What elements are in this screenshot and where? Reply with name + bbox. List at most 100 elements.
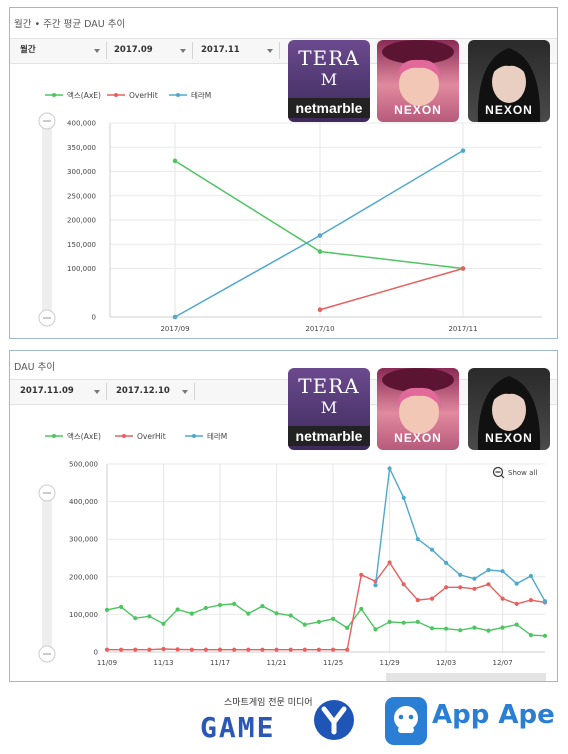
y-glyph [321, 706, 347, 735]
series-line [107, 561, 546, 651]
data-point [147, 647, 152, 652]
data-point [217, 647, 223, 652]
panel-title: 월간 • 주간 평균 DAU 추이 [14, 19, 126, 30]
media-caption: 스마트게임 전문 미디어 [224, 698, 313, 708]
filter-toolbar: 2017.11.09 2017.12.10 [10, 379, 557, 405]
end-date-dropdown[interactable]: 2017.11 [196, 42, 280, 59]
data-point [133, 616, 138, 621]
start-date-dropdown[interactable]: 2017.11.09 [15, 383, 107, 400]
data-point [359, 572, 364, 577]
series-line [319, 267, 464, 311]
data-point [217, 602, 223, 608]
data-point [387, 560, 392, 565]
ape-face-glyph [394, 706, 418, 733]
legend-label: 테라M [191, 91, 211, 100]
data-point [472, 576, 477, 581]
x-tick-label: 2017/11 [448, 325, 477, 333]
legend-marker [52, 434, 56, 438]
x-tick-label: 11/09 [97, 659, 117, 667]
axe-app-icon: NEXON [468, 40, 550, 122]
data-point [317, 233, 323, 238]
overhit-app-icon: NEXON [377, 40, 459, 122]
data-point [203, 605, 208, 611]
start-date-dropdown[interactable]: 2017.09 [109, 42, 193, 59]
character-art [477, 48, 541, 122]
character-art [477, 376, 541, 450]
chevron-down-icon [267, 49, 273, 53]
data-point [500, 596, 505, 601]
end-date-value: 2017.12.10 [116, 386, 170, 396]
data-point [147, 614, 152, 619]
netmarble-label: netmarble [288, 426, 370, 446]
start-date-value: 2017.09 [114, 45, 153, 55]
data-point [316, 647, 321, 652]
data-point [274, 647, 279, 652]
data-point [387, 619, 392, 624]
end-date-value: 2017.11 [201, 45, 240, 55]
panel-title: DAU 추이 [14, 362, 56, 373]
data-point [232, 601, 237, 606]
chevron-down-icon [94, 390, 100, 394]
netmarble-label: netmarble [288, 98, 370, 118]
data-point [161, 621, 166, 626]
data-point [359, 606, 364, 611]
legend-label: OverHit [129, 91, 158, 100]
data-point [133, 647, 138, 652]
show-all-button[interactable]: Show all [492, 466, 538, 479]
x-tick-label: 11/21 [266, 659, 286, 667]
legend-marker [52, 93, 56, 97]
end-date-dropdown[interactable]: 2017.12.10 [111, 383, 195, 400]
period-dropdown[interactable]: 월간 [15, 42, 107, 59]
legend-label: 액스(AxE) [67, 90, 101, 100]
data-point [119, 604, 124, 609]
data-point [373, 583, 378, 588]
data-point [246, 611, 251, 616]
data-point [486, 628, 491, 633]
period-value: 월간 [20, 45, 36, 55]
y-tick-label: 250,000 [67, 192, 96, 200]
data-point [458, 585, 463, 590]
data-point [317, 249, 323, 254]
data-point [203, 647, 208, 652]
data-point [458, 572, 463, 577]
zoom-out-icon [492, 466, 504, 478]
data-point [161, 646, 166, 652]
zoom-slider-track [42, 121, 52, 318]
data-point [514, 622, 519, 627]
data-point [486, 582, 491, 587]
gamey-logo: GAME [200, 707, 322, 741]
nexon-label: NEXON [394, 431, 442, 445]
legend-label: 액스(AxE) [67, 431, 101, 441]
data-point [415, 537, 420, 542]
monthly-dau-chart: 액스(AxE) OverHit 테라M 0 100,000 150,000 200,000 2… [38, 90, 542, 333]
data-point [415, 598, 420, 603]
y-tick-label: 400,000 [67, 120, 96, 128]
y-tick-label: 0 [94, 649, 98, 657]
y-tick-label: 350,000 [67, 144, 96, 152]
data-point [528, 598, 534, 603]
data-point [514, 601, 519, 606]
data-point [302, 647, 307, 652]
data-point [104, 647, 110, 652]
data-point [444, 626, 449, 631]
series-line [106, 603, 546, 637]
app-ape-icon [385, 697, 427, 745]
data-point [172, 158, 178, 164]
data-point [528, 633, 534, 638]
x-tick-label: 12/03 [436, 659, 456, 667]
tera-title: TERA [298, 374, 360, 398]
tera-title: TERA [298, 46, 360, 70]
data-point [104, 607, 110, 612]
data-point [500, 569, 505, 574]
data-point [444, 585, 449, 590]
y-tick-label: 400,000 [69, 498, 98, 506]
data-point [119, 647, 124, 652]
data-point [331, 616, 336, 621]
filter-toolbar: 월간 2017.09 2017.11 [10, 38, 557, 64]
data-point [316, 619, 321, 624]
x-tick-label: 2017/09 [160, 325, 189, 333]
show-all-label: Show all [508, 469, 537, 477]
chevron-down-icon [180, 49, 186, 53]
data-point [401, 495, 406, 500]
